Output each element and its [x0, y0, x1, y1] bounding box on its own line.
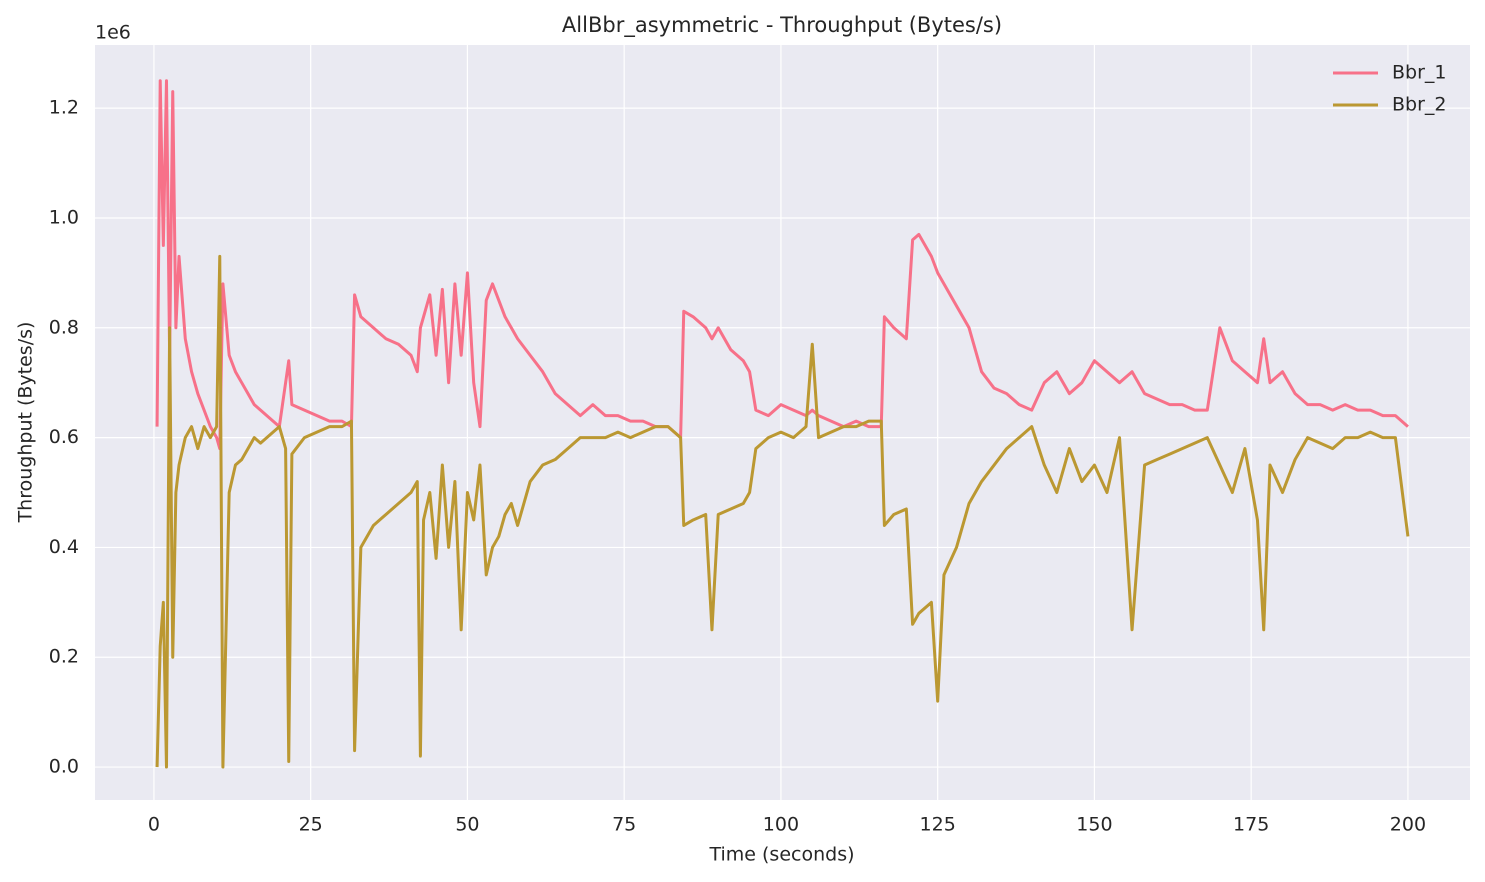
legend-label: Bbr_2 — [1392, 94, 1447, 116]
y-tick-label: 1.2 — [49, 97, 79, 119]
y-tick-label: 0.2 — [49, 646, 79, 668]
x-tick-label: 200 — [1390, 814, 1426, 836]
y-tick-label: 0.4 — [49, 536, 79, 558]
x-tick-label: 150 — [1076, 814, 1112, 836]
legend: Bbr_1 Bbr_2 — [1333, 62, 1447, 116]
lines — [155, 79, 1410, 769]
x-tick-label: 0 — [148, 814, 160, 836]
x-tick-label: 75 — [612, 814, 636, 836]
y-tick-label: 0.0 — [49, 756, 79, 778]
x-tick-label: 100 — [763, 814, 799, 836]
y-offset-label: 1e6 — [95, 22, 131, 44]
chart-title: AllBbr_asymmetric - Throughput (Bytes/s) — [562, 13, 1002, 38]
y-tick-label: 1.0 — [49, 206, 79, 228]
x-tick-label: 50 — [455, 814, 479, 836]
x-axis-label: Time (seconds) — [708, 844, 854, 866]
plot-area — [95, 45, 1470, 800]
series-line — [155, 254, 1410, 769]
x-tick-label: 125 — [920, 814, 956, 836]
legend-label: Bbr_1 — [1392, 62, 1447, 84]
y-tick-label: 0.8 — [49, 316, 79, 338]
x-tick-label: 175 — [1233, 814, 1269, 836]
x-tick-label: 25 — [299, 814, 323, 836]
y-tick-label: 0.6 — [49, 426, 79, 448]
y-axis-label: Throughput (Bytes/s) — [15, 322, 37, 524]
